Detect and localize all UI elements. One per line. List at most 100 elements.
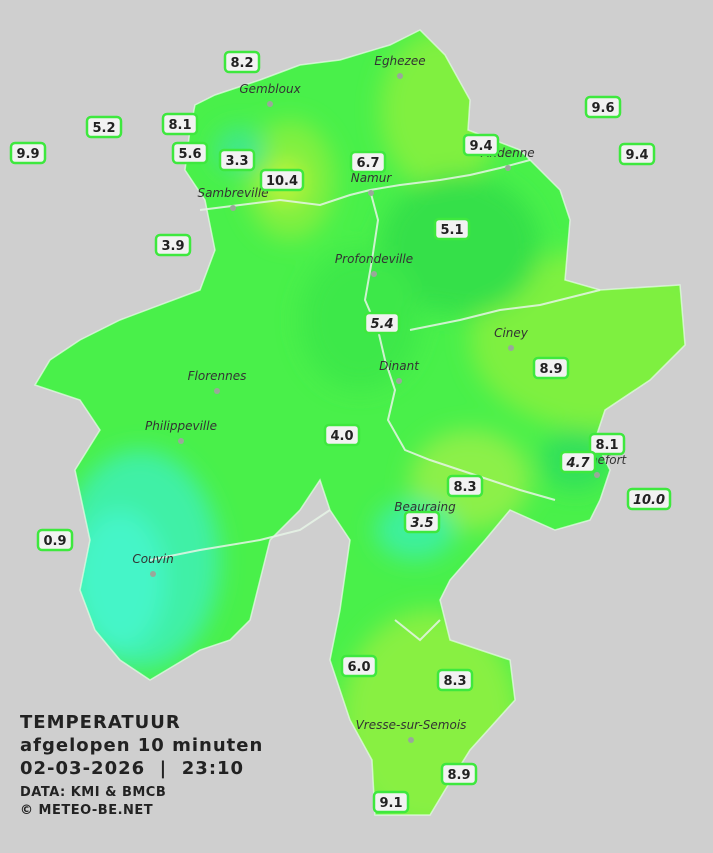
station-box	[372, 790, 410, 814]
station: 9.6	[584, 95, 622, 119]
station: 3.3	[218, 148, 256, 172]
city-dot	[150, 571, 156, 577]
station-box	[588, 432, 626, 456]
station-box	[618, 142, 656, 166]
city-label: Sambreville	[197, 186, 268, 200]
station: 5.6	[171, 141, 209, 165]
station-box	[446, 474, 484, 498]
legend: TEMPERATUUR afgelopen 10 minuten 02-03-2…	[20, 712, 263, 818]
station-value: 8.1	[595, 438, 618, 453]
station-box	[223, 50, 261, 74]
station-box	[532, 356, 570, 380]
station-value: 0.9	[43, 534, 66, 549]
station: 8.1	[588, 432, 626, 456]
city-label: Namur	[351, 171, 393, 185]
station-box	[161, 112, 199, 136]
station: 9.1	[372, 790, 410, 814]
station: 9.4	[618, 142, 656, 166]
station-value: 5.6	[178, 147, 201, 162]
station-value: 8.3	[453, 480, 476, 495]
station-value: 10.0	[633, 493, 665, 508]
station: 10.4	[259, 168, 305, 192]
station-box	[440, 762, 478, 786]
legend-copyright: © METEO-BE.NET	[20, 803, 154, 818]
station-box	[433, 217, 471, 241]
station: 8.3	[436, 668, 474, 692]
station-box	[626, 487, 672, 511]
station: 5.4	[363, 311, 401, 335]
station-value: 9.4	[469, 139, 492, 154]
city-dot	[178, 438, 184, 444]
station: 10.0	[626, 487, 672, 511]
station-box	[85, 115, 123, 139]
station-value: 6.0	[347, 660, 370, 675]
station-value: 3.5	[410, 516, 433, 531]
station: 6.0	[340, 654, 378, 678]
city-label: Dinant	[379, 359, 420, 373]
city-dot	[408, 737, 414, 743]
city-label: Profondeville	[335, 252, 413, 266]
station-value: 8.3	[443, 674, 466, 689]
station-box	[171, 141, 209, 165]
city-dot	[396, 378, 402, 384]
station-value: 9.9	[16, 147, 39, 162]
station-box	[218, 148, 256, 172]
city-label: Couvin	[132, 552, 173, 566]
station: 0.9	[36, 528, 74, 552]
station-box	[436, 668, 474, 692]
city-dot	[397, 73, 403, 79]
station-box	[363, 311, 401, 335]
station-value: 9.1	[379, 796, 402, 811]
station: 8.3	[446, 474, 484, 498]
station: 4.0	[323, 423, 361, 447]
city-dot	[371, 271, 377, 277]
station-value: 3.9	[161, 239, 184, 254]
station-value: 9.6	[591, 101, 614, 116]
city-label: Gembloux	[239, 82, 301, 96]
station-value: 5.1	[440, 223, 463, 238]
city-label: Florennes	[188, 369, 247, 383]
city-dot	[594, 472, 600, 478]
city-dot	[508, 345, 514, 351]
station-value: 6.7	[356, 156, 379, 171]
rivers	[149, 159, 601, 642]
city-label: Philippeville	[145, 419, 217, 433]
city-dot	[505, 165, 511, 171]
city-label: Vresse-sur-Semois	[356, 718, 467, 732]
station: 3.5	[403, 510, 441, 534]
station: 9.4	[462, 133, 500, 157]
station-box	[259, 168, 305, 192]
station-value: 3.3	[225, 154, 248, 169]
station-box	[154, 233, 192, 257]
city-dot	[368, 190, 374, 196]
station-value: 5.2	[92, 121, 115, 136]
city-dot	[267, 101, 273, 107]
station: 4.7	[559, 450, 597, 474]
station-box	[340, 654, 378, 678]
city-label: Ciney	[494, 326, 529, 340]
city-dot	[230, 205, 236, 211]
city-label: Beauraing	[394, 500, 456, 514]
station: 5.2	[85, 115, 123, 139]
station-box	[584, 95, 622, 119]
station: 5.1	[433, 217, 471, 241]
station-value: 10.4	[266, 174, 298, 189]
station: 8.2	[223, 50, 261, 74]
station: 8.9	[440, 762, 478, 786]
station: 9.9	[9, 141, 47, 165]
station-value: 8.1	[168, 118, 191, 133]
station-box	[9, 141, 47, 165]
station-box	[462, 133, 500, 157]
station-box	[323, 423, 361, 447]
station-box	[349, 150, 387, 174]
station-value: 8.9	[447, 768, 470, 783]
legend-subtitle: afgelopen 10 minuten	[20, 735, 264, 756]
station: 8.1	[161, 112, 199, 136]
legend-datetime: 02-03-2026 | 23:10	[20, 758, 245, 779]
station-box	[36, 528, 74, 552]
city-label: Eghezee	[374, 54, 425, 68]
station-value: 5.4	[370, 317, 393, 332]
station: 8.9	[532, 356, 570, 380]
